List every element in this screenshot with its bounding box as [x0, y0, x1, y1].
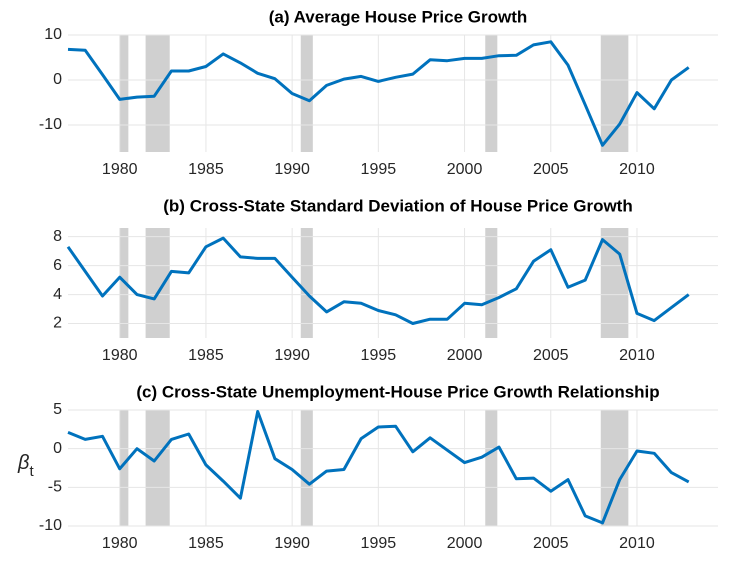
y-label-subscript: t	[29, 463, 34, 480]
panel-title: (a) Average House Price Growth	[269, 7, 528, 26]
y-tick-label: 0	[53, 440, 62, 457]
x-tick-label: 1980	[102, 535, 138, 552]
data-line	[67, 410, 690, 525]
recession-shade	[600, 35, 629, 152]
recession-shade	[300, 228, 313, 338]
recession-shade	[300, 410, 313, 526]
x-tick-label: 1995	[361, 347, 397, 364]
x-tick-label: 2005	[533, 535, 569, 552]
y-label-symbol: β	[17, 452, 29, 474]
x-tick-label: 1985	[188, 535, 224, 552]
x-tick-label: 1985	[188, 161, 224, 178]
x-tick-label: 1985	[188, 347, 224, 364]
data-line	[66, 236, 690, 325]
x-tick-label: 1995	[361, 535, 397, 552]
recession-shade	[300, 35, 313, 152]
y-tick-label: 0	[53, 71, 62, 88]
recession-shade	[600, 410, 629, 526]
y-tick-label: 10	[44, 26, 62, 43]
x-tick-label: 2000	[447, 161, 483, 178]
recession-shade	[145, 228, 170, 338]
data-line	[67, 40, 690, 147]
recession-shade	[119, 35, 129, 152]
y-tick-label: -5	[48, 479, 62, 496]
y-tick-label: 2	[53, 315, 62, 332]
x-tick-label: 1995	[361, 161, 397, 178]
recession-shade	[485, 35, 498, 152]
y-tick-label: 4	[53, 286, 62, 303]
x-tick-label: 2010	[619, 161, 655, 178]
y-axis-label: βt	[17, 452, 34, 480]
x-tick-label: 2010	[619, 347, 655, 364]
y-tick-label: 5	[53, 401, 62, 418]
recession-shade	[485, 228, 498, 338]
x-tick-label: 2010	[619, 535, 655, 552]
recession-shade	[600, 228, 629, 338]
panel-title: (b) Cross-State Standard Deviation of Ho…	[163, 196, 632, 215]
y-tick-label: 6	[53, 257, 62, 274]
x-tick-label: 2000	[447, 535, 483, 552]
recession-shade	[119, 410, 129, 526]
x-tick-label: 1980	[102, 161, 138, 178]
x-tick-label: 2005	[533, 161, 569, 178]
panel-title: (c) Cross-State Unemployment-House Price…	[136, 382, 659, 401]
x-tick-label: 2000	[447, 347, 483, 364]
x-tick-label: 2005	[533, 347, 569, 364]
y-tick-label: -10	[39, 116, 62, 133]
y-tick-label: 8	[53, 228, 62, 245]
x-tick-label: 1980	[102, 347, 138, 364]
x-tick-label: 1990	[274, 161, 310, 178]
x-tick-label: 1990	[274, 535, 310, 552]
recession-shade	[485, 410, 498, 526]
recession-shade	[145, 410, 170, 526]
x-tick-label: 1990	[274, 347, 310, 364]
y-tick-label: -10	[39, 517, 62, 534]
